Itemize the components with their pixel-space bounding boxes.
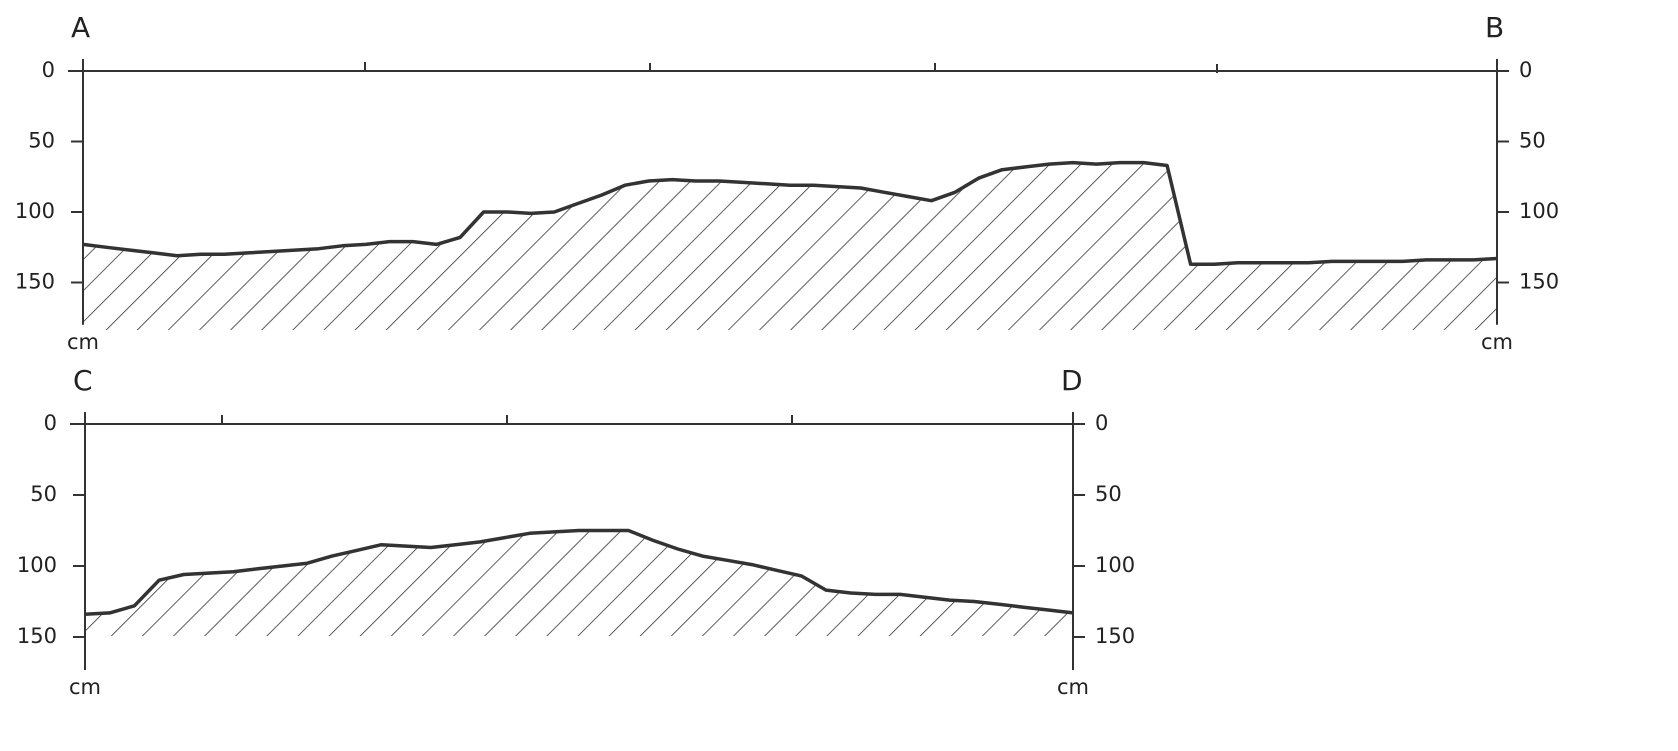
profile-end-label: B bbox=[1485, 11, 1504, 44]
right-tick-label: 0 bbox=[1519, 58, 1532, 82]
profile-end-label: D bbox=[1061, 364, 1083, 397]
left-tick-label: 100 bbox=[17, 553, 57, 577]
hatched-ground bbox=[83, 162, 1497, 330]
profile-start-label: C bbox=[73, 364, 93, 397]
profile-line bbox=[84, 528, 1074, 617]
left-tick-label: 0 bbox=[42, 58, 55, 82]
profile-line bbox=[82, 160, 1498, 266]
right-tick-label: 50 bbox=[1095, 482, 1122, 506]
profile-start-label: A bbox=[71, 11, 90, 44]
right-tick-label: 0 bbox=[1095, 411, 1108, 435]
right-tick-label: 100 bbox=[1095, 553, 1135, 577]
right-unit: cm bbox=[1057, 675, 1089, 699]
right-tick-label: 150 bbox=[1095, 624, 1135, 648]
left-tick-label: 100 bbox=[15, 199, 55, 223]
hatched-ground bbox=[85, 530, 1073, 636]
right-tick-label: 50 bbox=[1519, 129, 1546, 153]
left-tick-label: 50 bbox=[30, 482, 57, 506]
left-tick-label: 0 bbox=[44, 411, 57, 435]
top-ticks bbox=[221, 62, 1218, 424]
left-tick-label: 150 bbox=[15, 270, 55, 294]
right-tick-label: 100 bbox=[1519, 199, 1559, 223]
right-tick-label: 150 bbox=[1519, 270, 1559, 294]
left-unit: cm bbox=[67, 330, 99, 354]
left-unit: cm bbox=[69, 675, 101, 699]
right-unit: cm bbox=[1481, 330, 1513, 354]
left-tick-label: 150 bbox=[17, 624, 57, 648]
left-tick-label: 50 bbox=[28, 129, 55, 153]
